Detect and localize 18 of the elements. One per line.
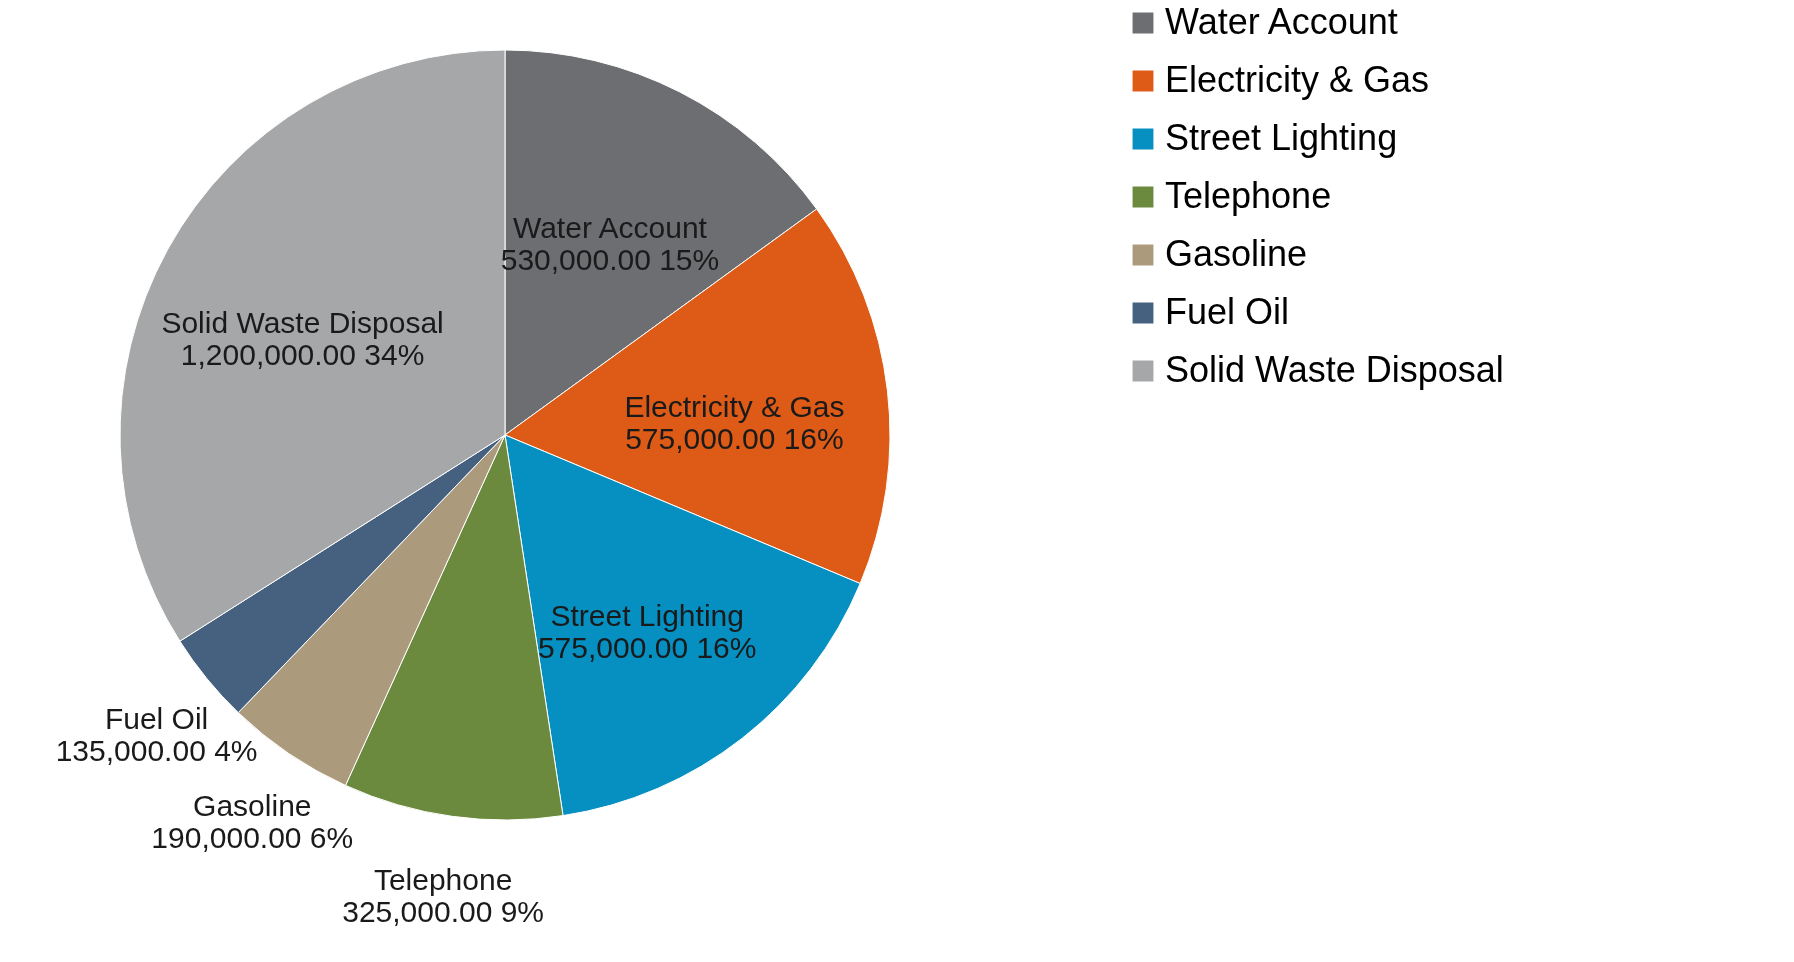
slice-label: Electricity & Gas xyxy=(624,390,845,424)
slice-label: Telephone xyxy=(373,862,513,896)
legend-label: Electricity & Gas xyxy=(1165,59,1430,100)
legend-label: Fuel Oil xyxy=(1165,291,1290,332)
legend-label: Solid Waste Disposal xyxy=(1165,349,1504,390)
slice-label: Fuel Oil xyxy=(104,701,209,735)
data-label: 190,000.00 6% xyxy=(151,821,354,855)
slice-label: Street Lighting xyxy=(550,599,744,633)
data-label: 135,000.00 4% xyxy=(55,733,258,767)
legend-label: Street Lighting xyxy=(1165,117,1398,158)
legend-label: Telephone xyxy=(1165,175,1332,216)
legend-label: Water Account xyxy=(1165,1,1398,42)
data-label: 575,000.00 16% xyxy=(537,631,757,665)
slice-label: Water Account xyxy=(512,211,708,245)
slice-label: Gasoline xyxy=(193,789,312,823)
data-label: 575,000.00 16% xyxy=(625,422,844,456)
legend-label: Gasoline xyxy=(1165,233,1308,274)
slice-label: Solid Waste Disposal xyxy=(161,305,444,339)
